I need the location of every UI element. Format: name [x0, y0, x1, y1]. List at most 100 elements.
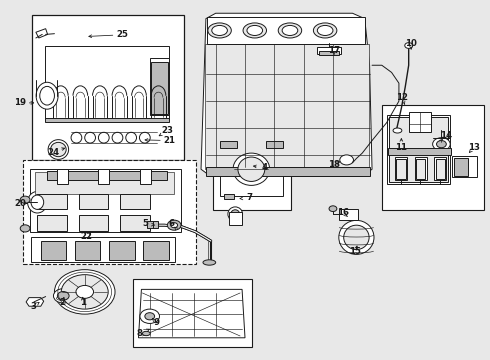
Ellipse shape: [140, 132, 150, 143]
Bar: [266, 141, 283, 148]
Bar: [31, 237, 175, 262]
Bar: [387, 116, 450, 184]
Ellipse shape: [40, 86, 54, 105]
Ellipse shape: [238, 157, 265, 181]
Ellipse shape: [31, 195, 44, 210]
Bar: [121, 194, 150, 210]
Polygon shape: [201, 13, 372, 176]
Bar: [144, 241, 169, 260]
Bar: [79, 215, 108, 231]
Ellipse shape: [112, 132, 123, 143]
Ellipse shape: [27, 192, 47, 213]
Bar: [75, 241, 100, 260]
Bar: [206, 167, 369, 176]
Bar: [395, 157, 407, 180]
Bar: [30, 169, 181, 232]
Bar: [32, 15, 184, 160]
Bar: [382, 105, 485, 211]
Ellipse shape: [143, 331, 150, 336]
Bar: [229, 212, 242, 225]
Bar: [339, 209, 358, 220]
Bar: [220, 143, 283, 196]
Ellipse shape: [393, 128, 402, 133]
Ellipse shape: [282, 26, 298, 36]
Ellipse shape: [203, 260, 216, 265]
Bar: [45, 118, 169, 122]
Polygon shape: [139, 289, 245, 338]
Circle shape: [61, 275, 108, 309]
Text: 10: 10: [405, 39, 417, 48]
Bar: [147, 221, 158, 228]
Bar: [452, 156, 477, 177]
Text: 19: 19: [14, 98, 26, 107]
Text: 1: 1: [80, 298, 86, 307]
Text: 18: 18: [328, 161, 340, 170]
Bar: [436, 159, 445, 179]
Text: 6: 6: [168, 219, 174, 228]
Bar: [47, 171, 167, 180]
Circle shape: [171, 223, 177, 228]
Text: 3: 3: [31, 302, 37, 311]
Bar: [140, 169, 151, 184]
Text: 15: 15: [349, 247, 361, 256]
Circle shape: [167, 220, 181, 230]
Text: 25: 25: [116, 30, 128, 39]
Circle shape: [76, 285, 94, 298]
Text: 4: 4: [262, 163, 268, 172]
Bar: [23, 160, 196, 264]
Bar: [121, 215, 150, 231]
Text: 12: 12: [396, 93, 408, 102]
Bar: [389, 117, 448, 182]
Polygon shape: [36, 29, 48, 38]
Circle shape: [53, 289, 73, 303]
Ellipse shape: [98, 132, 109, 143]
Circle shape: [145, 313, 155, 320]
Bar: [37, 215, 67, 231]
Ellipse shape: [278, 23, 302, 38]
Text: 5: 5: [143, 219, 149, 228]
Ellipse shape: [318, 26, 333, 36]
Circle shape: [433, 138, 450, 150]
Text: 7: 7: [247, 193, 253, 202]
Ellipse shape: [233, 153, 270, 185]
Bar: [35, 172, 174, 194]
Text: 17: 17: [328, 46, 340, 55]
Text: 22: 22: [80, 232, 92, 241]
Bar: [318, 46, 341, 54]
Bar: [37, 194, 67, 210]
Bar: [319, 51, 339, 55]
Text: 16: 16: [337, 208, 349, 217]
Ellipse shape: [126, 132, 137, 143]
Ellipse shape: [212, 26, 227, 36]
Bar: [224, 194, 234, 199]
Circle shape: [340, 155, 353, 165]
Ellipse shape: [343, 225, 369, 249]
Circle shape: [405, 42, 413, 48]
Bar: [79, 194, 108, 210]
Circle shape: [329, 206, 337, 212]
Text: 21: 21: [163, 136, 175, 145]
Ellipse shape: [71, 132, 82, 143]
Bar: [205, 44, 368, 169]
Bar: [213, 134, 292, 211]
Text: 24: 24: [48, 148, 59, 157]
Ellipse shape: [339, 220, 374, 255]
Text: 2: 2: [59, 298, 65, 307]
Bar: [434, 157, 446, 180]
Bar: [109, 241, 135, 260]
Bar: [150, 58, 169, 116]
Bar: [133, 279, 252, 347]
Circle shape: [57, 292, 69, 300]
Circle shape: [437, 140, 446, 148]
Text: 8: 8: [137, 329, 143, 338]
Bar: [207, 17, 365, 44]
Bar: [45, 45, 169, 119]
Bar: [57, 169, 68, 184]
Text: 20: 20: [14, 199, 26, 208]
Text: 13: 13: [467, 143, 480, 152]
Ellipse shape: [208, 23, 231, 38]
Bar: [151, 62, 168, 114]
Ellipse shape: [50, 142, 66, 157]
Text: 11: 11: [395, 143, 407, 152]
Ellipse shape: [56, 296, 70, 301]
